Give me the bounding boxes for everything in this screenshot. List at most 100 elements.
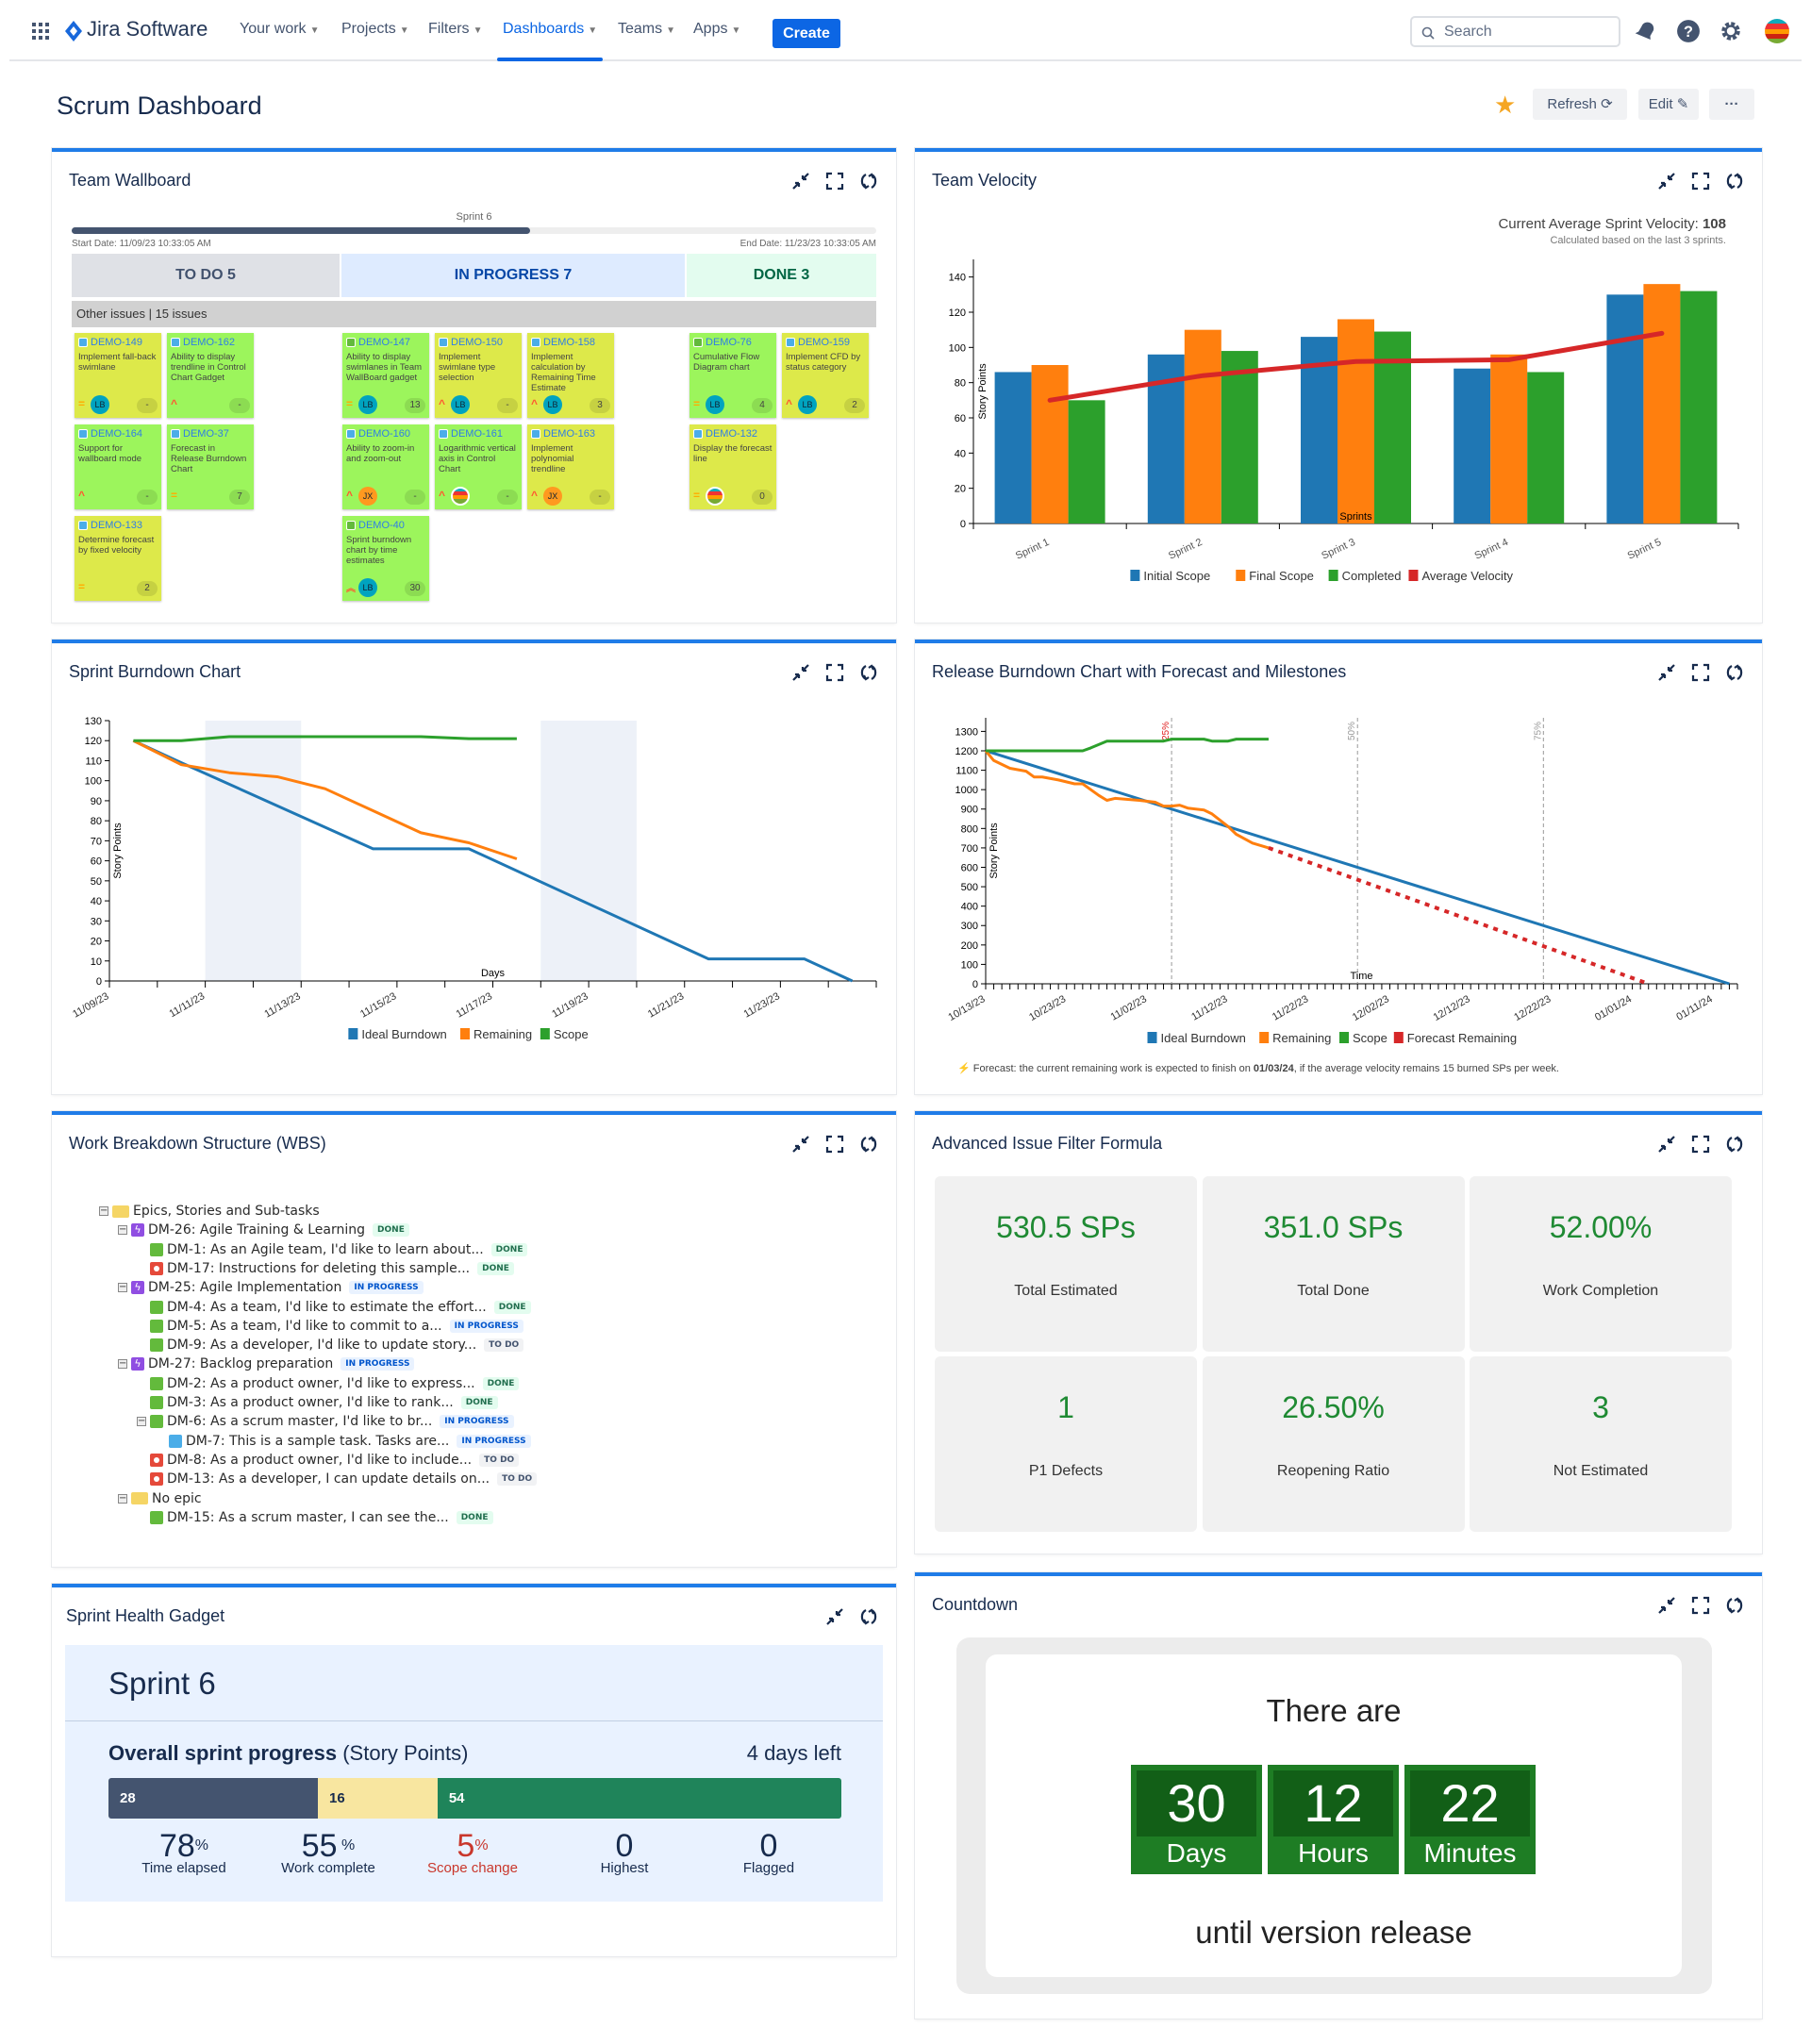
refresh-icon[interactable] bbox=[1724, 662, 1745, 683]
help-icon[interactable]: ? bbox=[1676, 19, 1701, 43]
wbs-row[interactable]: DM-17: Instructions for deleting this sa… bbox=[150, 1259, 867, 1278]
issue-card[interactable]: DEMO-161 Logarithmic vertical axis in Con… bbox=[435, 424, 522, 509]
issue-key[interactable]: DEMO-164 bbox=[78, 427, 158, 440]
edit-button[interactable]: Edit ✎ bbox=[1638, 89, 1699, 120]
nav-dashboards[interactable]: Dashboards ▼ bbox=[496, 21, 604, 61]
issue-key[interactable]: DEMO-132 bbox=[693, 427, 773, 440]
nav-filters[interactable]: Filters ▼ bbox=[428, 21, 483, 37]
assignee-avatar[interactable]: LB bbox=[706, 395, 724, 414]
wbs-row[interactable]: DM-9: As a developer, I'd like to update… bbox=[150, 1336, 867, 1354]
wbs-item-text[interactable]: DM-6: As a scrum master, I'd like to br.… bbox=[167, 1414, 433, 1430]
minimize-icon[interactable] bbox=[790, 662, 811, 683]
assignee-avatar[interactable] bbox=[706, 487, 724, 506]
refresh-icon[interactable] bbox=[1724, 1134, 1745, 1155]
refresh-icon[interactable] bbox=[1724, 1595, 1745, 1616]
wbs-row[interactable]: − ϟ DM-26: Agile Training & Learning DONE bbox=[118, 1221, 835, 1239]
wbs-row[interactable]: DM-15: As a scrum master, I can see the.… bbox=[150, 1508, 867, 1527]
refresh-icon[interactable] bbox=[1724, 171, 1745, 191]
wbs-item-text[interactable]: DM-8: As a product owner, I'd like to in… bbox=[167, 1452, 473, 1468]
wbs-item-text[interactable]: DM-15: As a scrum master, I can see the.… bbox=[167, 1509, 449, 1525]
issue-card[interactable]: DEMO-37 Forecast in Release Burndown Char… bbox=[167, 424, 254, 509]
wbs-row[interactable]: DM-2: As a product owner, I'd like to ex… bbox=[150, 1374, 867, 1393]
wbs-item-text[interactable]: DM-7: This is a sample task. Tasks are..… bbox=[186, 1433, 450, 1449]
wbs-row[interactable]: − ϟ DM-25: Agile Implementation IN PROGRESS bbox=[118, 1278, 835, 1297]
wbs-row[interactable]: − Epics, Stories and Sub-tasks bbox=[99, 1202, 816, 1221]
fullscreen-icon[interactable] bbox=[824, 1134, 845, 1155]
nav-teams[interactable]: Teams ▼ bbox=[618, 21, 676, 37]
issue-key[interactable]: DEMO-133 bbox=[78, 519, 158, 532]
assignee-avatar[interactable]: LB bbox=[798, 395, 817, 414]
fullscreen-icon[interactable] bbox=[1690, 662, 1711, 683]
assignee-avatar[interactable] bbox=[451, 487, 470, 506]
issue-key[interactable]: DEMO-149 bbox=[78, 336, 158, 349]
wbs-row[interactable]: DM-7: This is a sample task. Tasks are..… bbox=[169, 1432, 886, 1451]
issue-card[interactable]: DEMO-40 Sprint burndown chart by time est… bbox=[342, 516, 429, 601]
wbs-item-text[interactable]: DM-26: Agile Training & Learning bbox=[148, 1222, 366, 1238]
settings-icon[interactable] bbox=[1719, 19, 1743, 43]
assignee-avatar[interactable]: LB bbox=[543, 395, 562, 414]
issue-card[interactable]: DEMO-76 Cumulative Flow Diagram chart = LB 4 bbox=[690, 333, 776, 418]
wbs-item-text[interactable]: DM-5: As a team, I'd like to commit to a… bbox=[167, 1318, 442, 1334]
wbs-item-text[interactable]: DM-2: As a product owner, I'd like to ex… bbox=[167, 1375, 475, 1391]
issue-key[interactable]: DEMO-161 bbox=[439, 427, 518, 440]
fullscreen-icon[interactable] bbox=[1690, 1595, 1711, 1616]
wbs-row[interactable]: − DM-6: As a scrum master, I'd like to br… bbox=[137, 1412, 854, 1431]
wbs-item-text[interactable]: No epic bbox=[152, 1490, 202, 1506]
issue-card[interactable]: DEMO-133 Determine forecast by fixed velo… bbox=[75, 516, 161, 601]
minimize-icon[interactable] bbox=[1656, 1595, 1677, 1616]
fullscreen-icon[interactable] bbox=[824, 662, 845, 683]
minimize-icon[interactable] bbox=[824, 1606, 845, 1627]
minimize-icon[interactable] bbox=[1656, 662, 1677, 683]
issue-card[interactable]: DEMO-149 Implement fall-back swimlane = LB - bbox=[75, 333, 161, 418]
wbs-item-text[interactable]: DM-1: As an Agile team, I'd like to lear… bbox=[167, 1241, 484, 1257]
collapse-toggle[interactable]: − bbox=[137, 1416, 146, 1427]
refresh-button[interactable]: Refresh ⟳ bbox=[1533, 89, 1627, 120]
wbs-row[interactable]: − No epic bbox=[118, 1489, 835, 1508]
create-button[interactable]: Create bbox=[773, 19, 840, 48]
issue-key[interactable]: DEMO-158 bbox=[531, 336, 610, 349]
assignee-avatar[interactable]: JX bbox=[358, 487, 377, 506]
issue-card[interactable]: DEMO-158 Implement calculation by Remaini… bbox=[527, 333, 614, 418]
wbs-item-text[interactable]: DM-25: Agile Implementation bbox=[148, 1280, 342, 1296]
refresh-icon[interactable] bbox=[858, 1606, 879, 1627]
issue-card[interactable]: DEMO-164 Support for wallboard mode ^ - bbox=[75, 424, 161, 509]
minimize-icon[interactable] bbox=[1656, 171, 1677, 191]
app-switcher-icon[interactable] bbox=[32, 23, 49, 40]
issue-card[interactable]: DEMO-159 Implement CFD by status category… bbox=[782, 333, 869, 418]
issue-key[interactable]: DEMO-150 bbox=[439, 336, 518, 349]
refresh-icon[interactable] bbox=[858, 662, 879, 683]
issue-card[interactable]: DEMO-150 Implement swimlane type selectio… bbox=[435, 333, 522, 418]
refresh-icon[interactable] bbox=[858, 171, 879, 191]
wbs-item-text[interactable]: DM-3: As a product owner, I'd like to ra… bbox=[167, 1395, 454, 1410]
wbs-item-text[interactable]: DM-27: Backlog preparation bbox=[148, 1356, 334, 1372]
fullscreen-icon[interactable] bbox=[1690, 1134, 1711, 1155]
app-name[interactable]: Jira Software bbox=[87, 17, 208, 41]
minimize-icon[interactable] bbox=[790, 171, 811, 191]
wbs-item-text[interactable]: DM-4: As a team, I'd like to estimate th… bbox=[167, 1299, 487, 1315]
issue-key[interactable]: DEMO-76 bbox=[693, 336, 773, 349]
nav-projects[interactable]: Projects ▼ bbox=[341, 21, 409, 37]
search-input[interactable]: Search bbox=[1410, 16, 1620, 47]
issue-key[interactable]: DEMO-163 bbox=[531, 427, 610, 440]
wbs-row[interactable]: DM-8: As a product owner, I'd like to in… bbox=[150, 1451, 867, 1470]
issue-card[interactable]: DEMO-147 Ability to display swimlanes in … bbox=[342, 333, 429, 418]
nav-your-work[interactable]: Your work ▼ bbox=[240, 21, 320, 37]
assignee-avatar[interactable]: LB bbox=[358, 395, 377, 414]
wbs-item-text[interactable]: DM-9: As a developer, I'd like to update… bbox=[167, 1338, 477, 1354]
collapse-toggle[interactable]: − bbox=[118, 1358, 127, 1370]
wbs-row[interactable]: DM-13: As a developer, I can update deta… bbox=[150, 1470, 867, 1488]
assignee-avatar[interactable]: JX bbox=[543, 487, 562, 506]
issue-key[interactable]: DEMO-162 bbox=[171, 336, 250, 349]
issue-card[interactable]: DEMO-132 Display the forecast line = 0 bbox=[690, 424, 776, 509]
avatar[interactable] bbox=[1764, 18, 1790, 44]
minimize-icon[interactable] bbox=[790, 1134, 811, 1155]
issue-card[interactable]: DEMO-162 Ability to display trendline in … bbox=[167, 333, 254, 418]
wbs-item-text[interactable]: Epics, Stories and Sub-tasks bbox=[133, 1204, 320, 1219]
star-icon[interactable]: ★ bbox=[1494, 91, 1517, 119]
assignee-avatar[interactable]: LB bbox=[451, 395, 470, 414]
swimlane-other-issues[interactable]: Other issues | 15 issues bbox=[72, 301, 876, 327]
collapse-toggle[interactable]: − bbox=[99, 1205, 108, 1216]
notifications-icon[interactable] bbox=[1634, 19, 1658, 43]
fullscreen-icon[interactable] bbox=[824, 171, 845, 191]
issue-card[interactable]: DEMO-160 Ability to zoom-in and zoom-out ^… bbox=[342, 424, 429, 509]
